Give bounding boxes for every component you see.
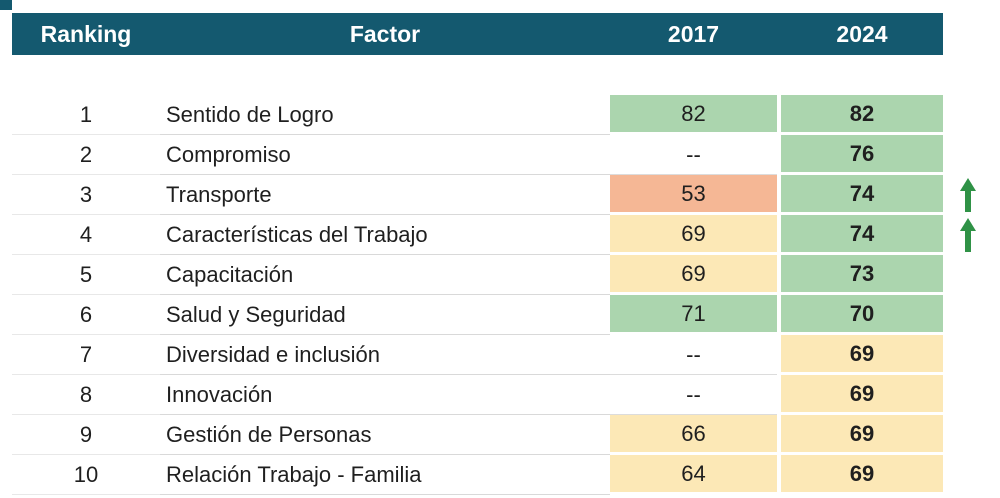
value-2024-cell: 76	[781, 135, 943, 175]
corner-accent-decoration	[0, 0, 12, 10]
value-2024-cell: 70	[781, 295, 943, 335]
ranking-cell: 1	[12, 95, 160, 135]
value-2017-cell: 53	[610, 175, 777, 215]
factor-cell: Compromiso	[160, 135, 610, 175]
column-header-factor: Factor	[349, 20, 421, 47]
factor-cell: Diversidad e inclusión	[160, 335, 610, 375]
trend-slot	[943, 95, 993, 135]
trend-slot	[943, 135, 993, 175]
table-header-row: Ranking Factor 2017 2024	[12, 13, 943, 55]
value-2017-cell: 82	[610, 95, 777, 135]
value-2017-cell: --	[610, 335, 777, 375]
table-row: 5 Capacitación 69 73	[12, 255, 1000, 295]
table-row: 1 Sentido de Logro 82 82	[12, 95, 1000, 135]
value-2024-cell: 69	[781, 415, 943, 455]
trend-slot	[943, 175, 993, 215]
table-row: 3 Transporte 53 74	[12, 175, 1000, 215]
factor-cell: Innovación	[160, 375, 610, 415]
table-row: 9 Gestión de Personas 66 69	[12, 415, 1000, 455]
table-body: 1 Sentido de Logro 82 82 2 Compromiso --…	[12, 95, 1000, 495]
ranking-cell: 2	[12, 135, 160, 175]
trend-slot	[943, 455, 993, 495]
ranking-cell: 8	[12, 375, 160, 415]
value-2024-cell: 74	[781, 175, 943, 215]
factor-cell: Relación Trabajo - Familia	[160, 455, 610, 495]
value-2024-cell: 73	[781, 255, 943, 295]
trend-slot	[943, 415, 993, 455]
trend-slot	[943, 295, 993, 335]
value-2024-cell: 82	[781, 95, 943, 135]
value-2017-cell: --	[610, 375, 777, 415]
factor-cell: Capacitación	[160, 255, 610, 295]
table-row: 7 Diversidad e inclusión -- 69	[12, 335, 1000, 375]
up-arrow-icon	[960, 178, 976, 212]
trend-slot	[943, 255, 993, 295]
factor-cell: Gestión de Personas	[160, 415, 610, 455]
factor-cell: Sentido de Logro	[160, 95, 610, 135]
value-2017-cell: 69	[610, 215, 777, 255]
ranking-cell: 5	[12, 255, 160, 295]
value-2024-cell: 69	[781, 375, 943, 415]
ranking-cell: 10	[12, 455, 160, 495]
factor-cell: Salud y Seguridad	[160, 295, 610, 335]
factor-cell: Características del Trabajo	[160, 215, 610, 255]
value-2017-cell: 66	[610, 415, 777, 455]
column-header-2017: 2017	[667, 20, 720, 47]
value-2017-cell: 64	[610, 455, 777, 495]
trend-slot	[943, 375, 993, 415]
table-row: 8 Innovación -- 69	[12, 375, 1000, 415]
trend-slot	[943, 215, 993, 255]
column-header-2024: 2024	[836, 20, 888, 47]
ranking-cell: 7	[12, 335, 160, 375]
factor-cell: Transporte	[160, 175, 610, 215]
table-row: 2 Compromiso -- 76	[12, 135, 1000, 175]
ranking-cell: 3	[12, 175, 160, 215]
ranking-cell: 6	[12, 295, 160, 335]
trend-slot	[943, 335, 993, 375]
table-row: 4 Características del Trabajo 69 74	[12, 215, 1000, 255]
value-2024-cell: 74	[781, 215, 943, 255]
column-header-ranking: Ranking	[40, 20, 132, 47]
value-2024-cell: 69	[781, 455, 943, 495]
value-2024-cell: 69	[781, 335, 943, 375]
up-arrow-icon	[960, 218, 976, 252]
ranking-cell: 4	[12, 215, 160, 255]
table-row: 6 Salud y Seguridad 71 70	[12, 295, 1000, 335]
value-2017-cell: 71	[610, 295, 777, 335]
table-row: 10 Relación Trabajo - Familia 64 69	[12, 455, 1000, 495]
ranking-cell: 9	[12, 415, 160, 455]
value-2017-cell: --	[610, 135, 777, 175]
value-2017-cell: 69	[610, 255, 777, 295]
